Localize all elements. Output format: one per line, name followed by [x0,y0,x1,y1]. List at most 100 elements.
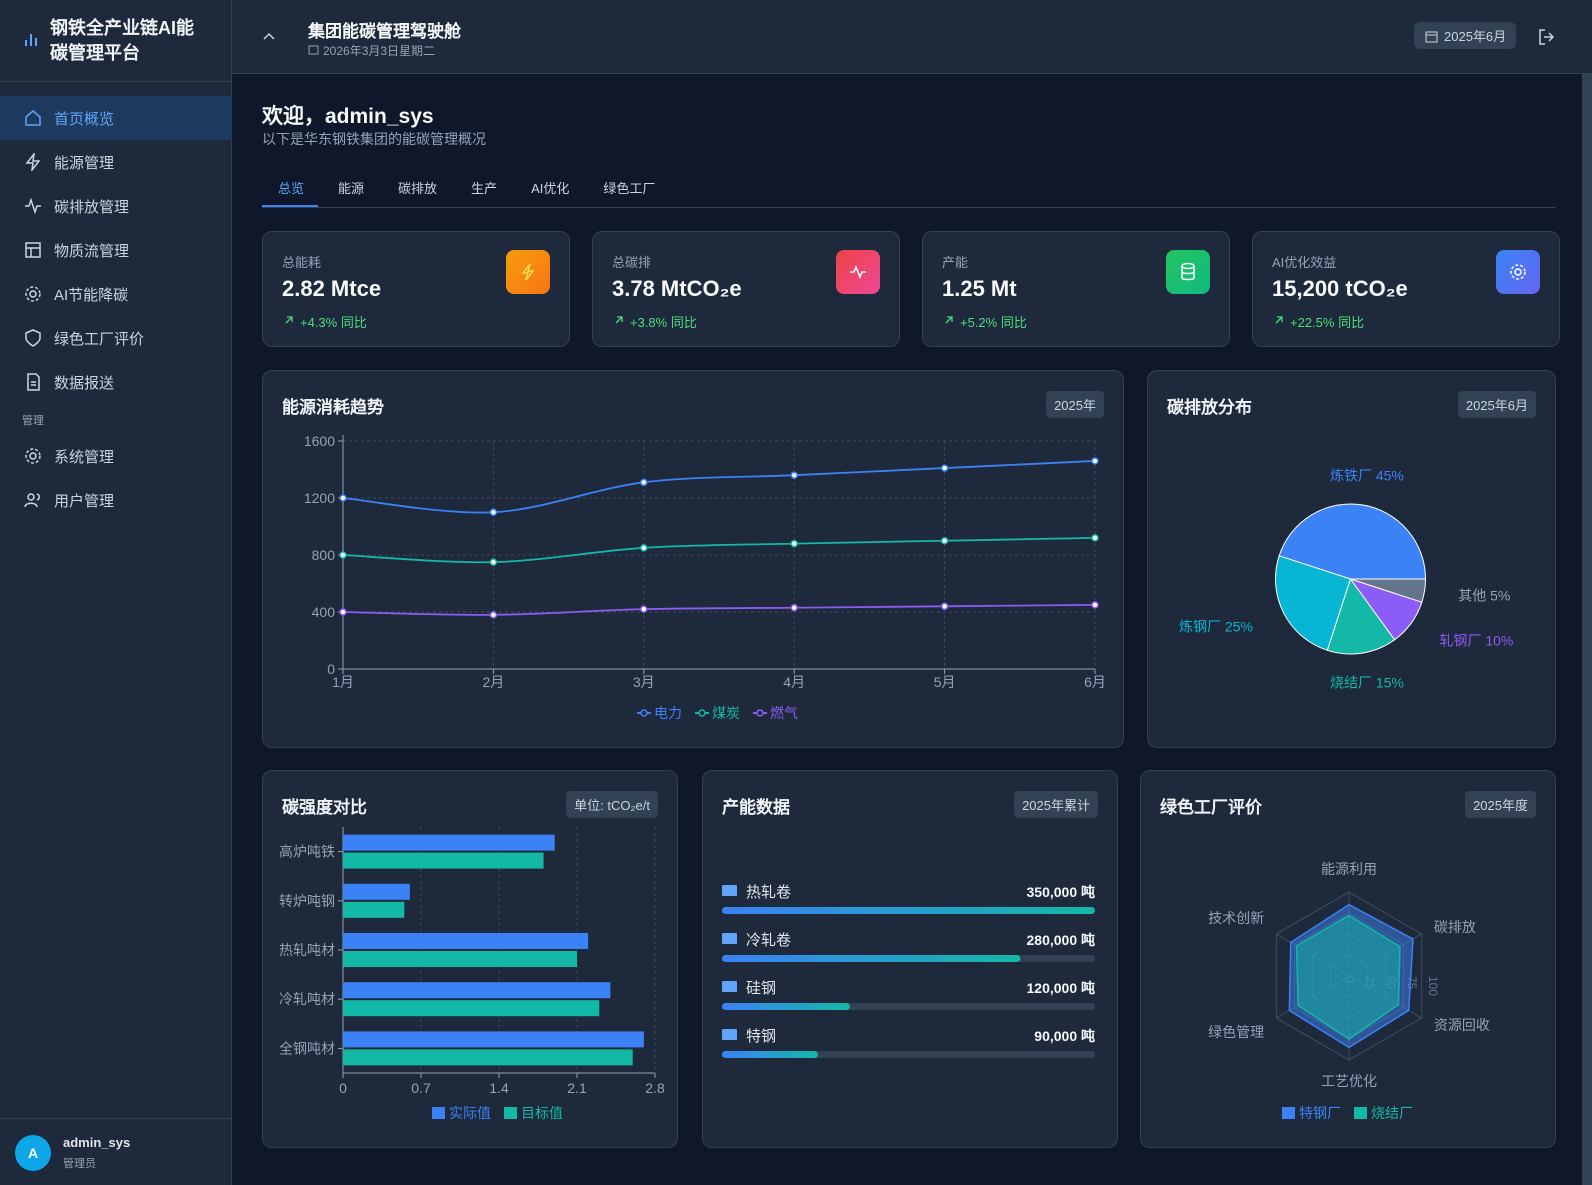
kpi-value: 15,200 tCO₂e [1272,276,1408,301]
item-name: 特钢 [746,1028,776,1045]
pie-label: 炼钢厂 25% [1179,619,1253,635]
kpi-glyph [521,263,535,281]
line-point [489,508,498,516]
bar [343,852,544,869]
bar [343,933,589,949]
nav-item[interactable]: AI节能降碳 [0,272,232,316]
nav-icon [25,286,41,302]
progress-bar [722,907,1095,914]
kpi-change: +22.5% 同比 [1272,312,1364,331]
period-label: 2025年6月 [1444,29,1507,44]
nav-item[interactable]: 系统管理 [0,434,232,478]
bar [343,982,611,999]
radar-label: 工艺优化 [1321,1073,1377,1089]
nav-icon [25,197,41,215]
radar-label: 绿色管理 [1208,1024,1264,1040]
bar [343,901,405,918]
x-tick-label: 2.8 [645,1080,665,1096]
tab[interactable]: 生产 [471,181,498,196]
y-tick-label: 热轧吨材 [279,942,335,958]
nav-label: 能源管理 [54,154,115,172]
legend-swatch [640,709,648,717]
chart-card: 热轧卷 350,000 吨冷轧卷 280,000 吨硅钢 120,000 吨特钢 90,… [702,770,1118,1148]
x-tick-label: 0 [339,1080,347,1096]
x-tick-label: 1月 [332,674,354,690]
nav-item[interactable]: 绿色工厂评价 [0,316,232,360]
nav-item[interactable]: 能源管理 [0,140,232,184]
tab[interactable]: 绿色工厂 [603,181,656,196]
kpi-glyph [1181,262,1195,281]
welcome-title: 欢迎，admin_sys [262,105,434,128]
y-tick-label: 0 [327,661,335,677]
nav-item[interactable]: 碳排放管理 [0,184,232,228]
y-tick-label: 1200 [304,490,335,506]
line-point [940,464,949,472]
nav-label: 系统管理 [54,448,115,466]
nav-item[interactable]: 物质流管理 [0,228,232,272]
pie-label: 炼铁厂 45% [1330,467,1404,483]
nav-label: 绿色工厂评价 [54,330,145,348]
item-value: 350,000 吨 [1027,884,1096,900]
scrollbar[interactable] [1582,74,1592,1185]
x-tick-label: 2.1 [567,1080,587,1096]
tab[interactable]: AI优化 [531,181,570,196]
legend-swatch [756,709,764,717]
header-date: 2026年3月3日星期二 [323,44,436,58]
bar [343,834,555,851]
sidebar: 钢铁全产业链AI能碳管理平台 首页概览能源管理碳排放管理物质流管理 AI节能降碳绿… [0,0,232,1185]
nav-section: 管理 [22,415,44,427]
brand: 钢铁全产业链AI能碳管理平台 [50,18,194,63]
kpi-value: 3.78 MtCO₂e [612,276,742,301]
legend-swatch [504,1107,517,1119]
item-value: 120,000 吨 [1027,980,1096,996]
chart-title: 碳强度对比 [282,798,367,817]
calendar-icon [308,45,319,55]
nav-item[interactable]: 首页概览 [0,96,232,140]
progress-bar [722,1003,850,1010]
legend-swatch [698,709,706,717]
item-name: 热轧卷 [746,884,791,901]
tab[interactable]: 总览 [278,181,305,196]
legend-label: 燃气 [770,705,798,721]
x-tick-label: 4月 [783,674,805,690]
nav-label: 物质流管理 [54,242,130,260]
tab[interactable]: 碳排放 [398,181,438,196]
kpi-change-text: +4.3% 同比 [300,315,367,330]
x-tick-label: 1.4 [489,1080,509,1096]
nav-icon [25,448,41,464]
chart-badge: 2025年累计 [1014,791,1098,818]
user-panel[interactable]: A admin_sys 管理员 [0,1118,232,1185]
item-value: 280,000 吨 [1027,932,1096,948]
tab-divider [262,207,1556,208]
chart-title: 碳排放分布 [1167,398,1252,417]
y-tick-label: 1600 [304,433,335,449]
period-button[interactable]: 2025年6月 [1414,22,1517,49]
legend-label: 烧结厂 [1371,1105,1413,1121]
pie-slice [1326,577,1396,655]
pie-slice [1275,555,1352,651]
nav-item[interactable]: 用户管理 [0,478,232,522]
line-point [640,478,648,487]
chart-badge: 2025年 [1046,391,1104,418]
kpi-label: 总能耗 [282,255,322,270]
progress-bar [722,1051,818,1058]
collapse-button[interactable] [262,31,276,41]
chart: 0255075100能源利用碳排放资源回收工艺优化绿色管理技术创新特钢厂烧结厂 [1208,861,1490,1121]
bar [343,1000,600,1017]
y-tick-label: 全钢吨材 [279,1040,335,1056]
kpi-glyph [1510,264,1526,280]
tab[interactable]: 能源 [338,181,365,196]
nav-item[interactable]: 数据报送 [0,360,232,404]
y-tick-label: 高炉吨铁 [279,844,335,860]
radar-label: 能源利用 [1321,861,1377,877]
pie-label: 烧结厂 15% [1330,675,1404,691]
line-point [339,608,347,616]
kpi-change: +5.2% 同比 [942,312,1027,331]
kpi-card: 总能耗 2.82 Mtce +4.3% 同比 [262,231,570,347]
line-point [640,544,648,552]
nav-icon [25,242,41,258]
bar [343,1049,633,1066]
x-tick-label: 2月 [483,674,505,690]
logout-button[interactable] [1538,28,1556,46]
